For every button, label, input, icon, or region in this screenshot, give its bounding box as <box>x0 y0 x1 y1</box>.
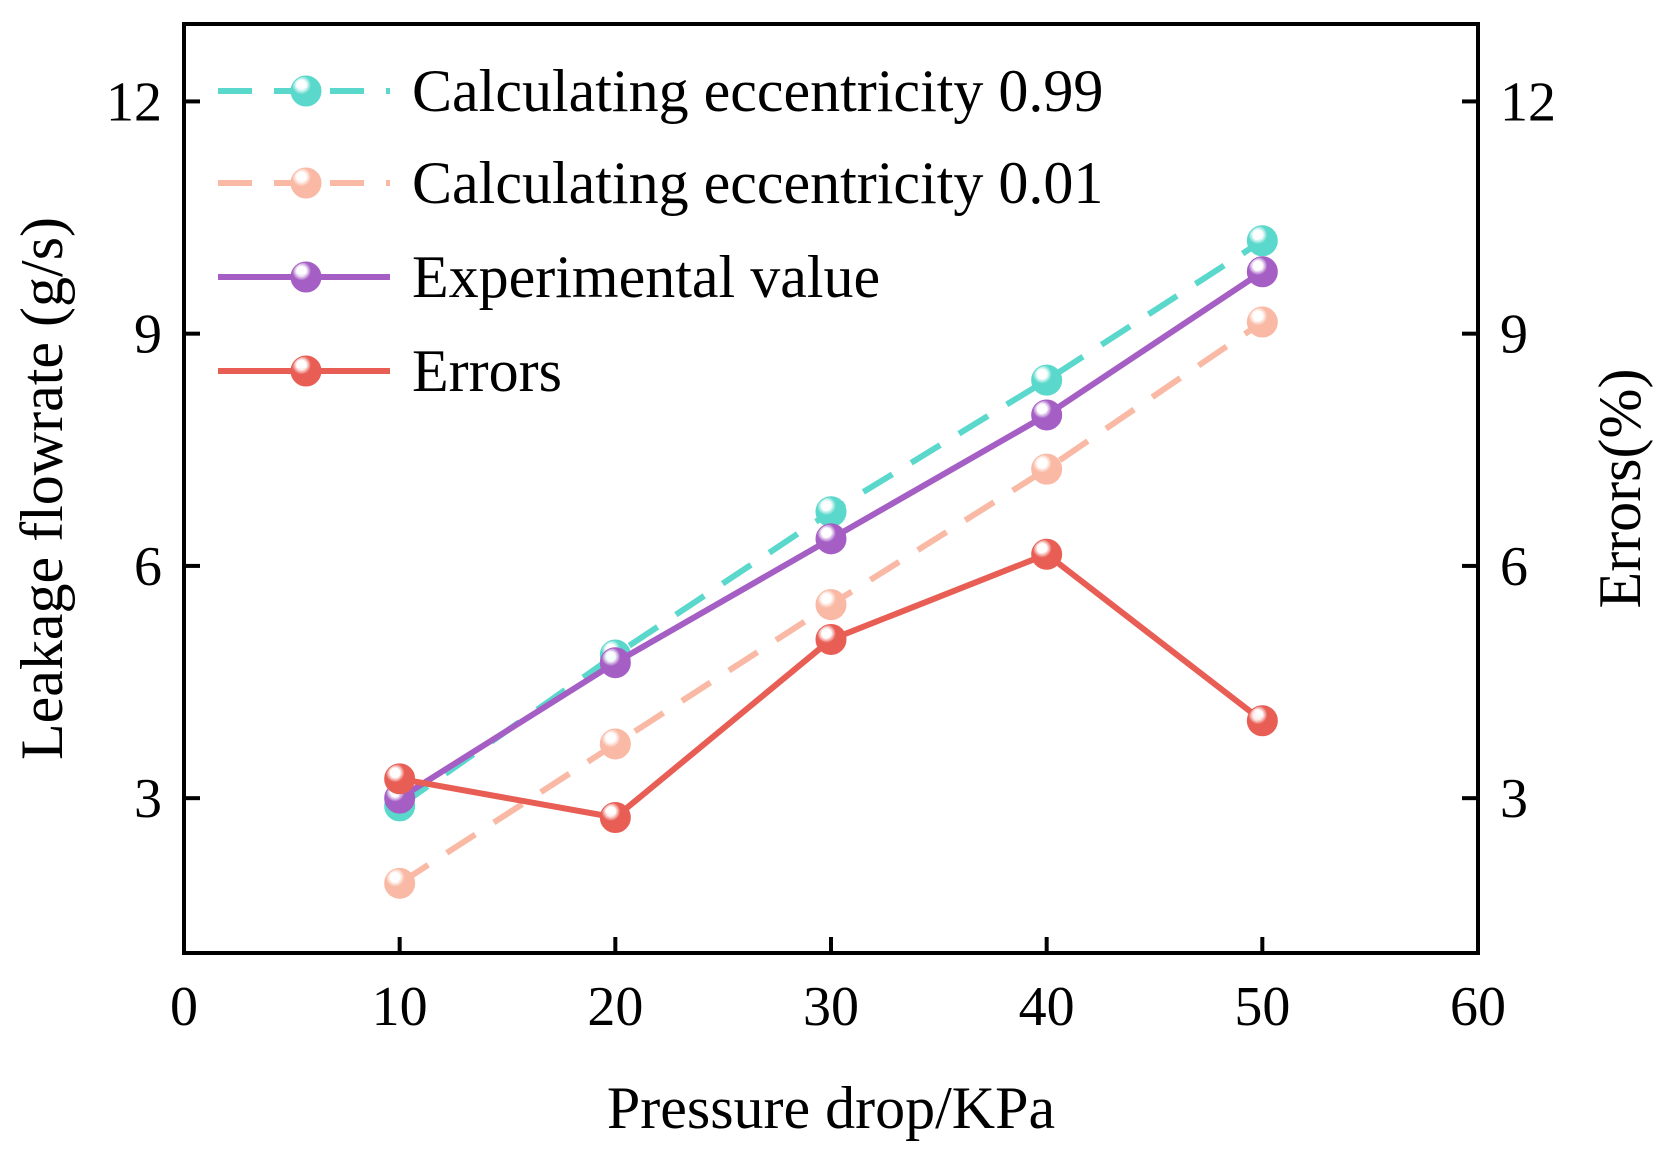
series-1-point <box>1246 225 1278 257</box>
legend-label-1: Calculating eccentricity 0.99 <box>412 58 1103 124</box>
y2-tick-label: 9 <box>1500 304 1528 366</box>
series-2-point <box>1031 453 1063 485</box>
legend-label-2: Calculating eccentricity 0.01 <box>412 150 1103 216</box>
y2-tick-label: 12 <box>1500 71 1556 133</box>
series-1-point <box>815 496 847 528</box>
series-4-point <box>815 623 847 655</box>
series-2-point <box>599 728 631 760</box>
series-layer <box>384 225 1278 899</box>
legend-label-4: Errors <box>412 338 562 404</box>
series-3-point <box>599 647 631 679</box>
y-tick-label: 12 <box>106 71 162 133</box>
series-4-point <box>1031 538 1063 570</box>
y-axis-title: Leakage flowrate (g/s) <box>9 217 75 760</box>
y2-tick-label: 3 <box>1500 768 1528 830</box>
series-1-point <box>1031 364 1063 396</box>
y2-axis-title: Errors(%) <box>1587 369 1653 609</box>
series-2-point <box>815 589 847 621</box>
x-tick-label: 60 <box>1450 976 1506 1038</box>
x-tick-label: 30 <box>803 976 859 1038</box>
x-tick-label: 50 <box>1234 976 1290 1038</box>
y-tick-label: 3 <box>134 768 162 830</box>
legend: Calculating eccentricity 0.99 Calculating… <box>218 58 1103 404</box>
y-tick-label: 9 <box>134 304 162 366</box>
y2-tick-label: 6 <box>1500 536 1528 598</box>
plot-frame <box>182 22 1480 955</box>
series-2-point <box>384 867 416 899</box>
series-2-point <box>1246 306 1278 338</box>
x-tick-label: 10 <box>372 976 428 1038</box>
series-3-point <box>815 523 847 555</box>
series-3-point <box>1031 399 1063 431</box>
x-tick-label: 40 <box>1019 976 1075 1038</box>
series-4-point <box>384 763 416 795</box>
series-3-point <box>1246 256 1278 288</box>
ticks-layer: 0 10 20 30 40 50 60 3 6 9 12 3 6 9 12 <box>106 71 1556 1038</box>
legend-marker-1 <box>290 75 322 107</box>
legend-label-3: Experimental value <box>412 244 880 310</box>
legend-marker-4 <box>290 355 322 387</box>
legend-marker-2 <box>290 167 322 199</box>
legend-marker-3 <box>290 261 322 293</box>
series-4-point <box>599 802 631 834</box>
x-tick-label: 0 <box>170 976 198 1038</box>
x-tick-label: 20 <box>587 976 643 1038</box>
y-tick-label: 6 <box>134 536 162 598</box>
series-4-point <box>1246 705 1278 737</box>
x-axis-title: Pressure drop/KPa <box>607 1075 1055 1141</box>
